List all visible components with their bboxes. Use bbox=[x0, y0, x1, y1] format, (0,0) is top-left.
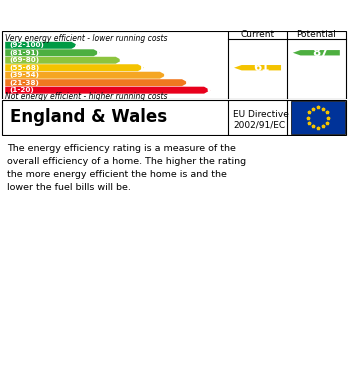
Text: A: A bbox=[74, 39, 83, 52]
Text: Very energy efficient - lower running costs: Very energy efficient - lower running co… bbox=[5, 34, 168, 43]
Text: England & Wales: England & Wales bbox=[10, 108, 168, 126]
Polygon shape bbox=[5, 57, 122, 64]
Text: B: B bbox=[96, 46, 105, 59]
Polygon shape bbox=[234, 65, 281, 70]
Text: D: D bbox=[140, 61, 150, 74]
Text: (55-68): (55-68) bbox=[9, 65, 40, 71]
Polygon shape bbox=[5, 64, 144, 71]
Text: Not energy efficient - higher running costs: Not energy efficient - higher running co… bbox=[5, 92, 168, 101]
Polygon shape bbox=[5, 87, 210, 93]
Text: G: G bbox=[206, 84, 216, 97]
Bar bbox=[291, 101, 345, 134]
Polygon shape bbox=[5, 72, 166, 79]
Text: 87: 87 bbox=[312, 46, 329, 59]
Text: (92-100): (92-100) bbox=[9, 42, 44, 48]
Text: Potential: Potential bbox=[296, 30, 336, 39]
Text: (39-54): (39-54) bbox=[9, 72, 39, 78]
Polygon shape bbox=[293, 50, 340, 56]
Text: The energy efficiency rating is a measure of the
overall efficiency of a home. T: The energy efficiency rating is a measur… bbox=[7, 143, 246, 192]
Polygon shape bbox=[5, 49, 100, 56]
Text: (81-91): (81-91) bbox=[9, 50, 39, 56]
Text: (69-80): (69-80) bbox=[9, 57, 40, 63]
Text: 61: 61 bbox=[253, 61, 270, 74]
Polygon shape bbox=[5, 42, 78, 49]
Text: (21-38): (21-38) bbox=[9, 80, 39, 86]
Polygon shape bbox=[5, 79, 188, 86]
Text: EU Directive: EU Directive bbox=[233, 110, 289, 119]
Text: Current: Current bbox=[240, 30, 275, 39]
Text: 2002/91/EC: 2002/91/EC bbox=[233, 120, 285, 129]
Text: E: E bbox=[163, 69, 171, 82]
Text: C: C bbox=[118, 54, 127, 67]
Text: Energy Efficiency Rating: Energy Efficiency Rating bbox=[10, 8, 232, 23]
Text: F: F bbox=[185, 76, 193, 89]
Text: (1-20): (1-20) bbox=[9, 87, 34, 93]
